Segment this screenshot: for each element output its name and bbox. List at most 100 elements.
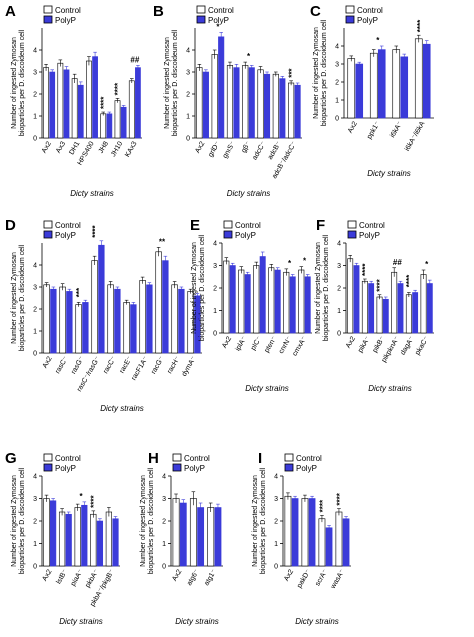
significance-marker: *: [216, 22, 220, 31]
bar-polyp: [377, 49, 386, 119]
bar-control: [284, 495, 292, 567]
bar-control: [391, 271, 398, 334]
legend-label-polyp: PolyP: [359, 231, 380, 240]
bar-control: [420, 274, 427, 334]
legend-label-polyp: PolyP: [184, 464, 205, 473]
significance-marker: ****: [114, 82, 123, 95]
bar-control: [361, 280, 368, 334]
x-axis-label: Dicty strains: [175, 617, 219, 626]
bar-polyp: [218, 36, 225, 139]
x-tick-label: Ax2: [42, 355, 54, 369]
bar-polyp: [49, 71, 56, 139]
y-axis-label-line: Number of ingested Zymosan: [11, 37, 18, 129]
bar-polyp: [92, 56, 98, 139]
bar-control: [123, 302, 130, 354]
x-axis-label: Dicty strains: [295, 617, 339, 626]
significance-marker: *: [303, 257, 307, 266]
y-tick-label: 1: [33, 329, 37, 336]
bar-polyp: [130, 304, 137, 354]
legend-label-control: Control: [55, 6, 81, 15]
bar-polyp: [81, 504, 88, 567]
legend-swatch-control: [196, 5, 206, 14]
significance-marker: **: [159, 237, 166, 246]
y-axis-label: Number of ingested Zymosanbioparticles p…: [11, 29, 26, 136]
bar-control: [298, 269, 305, 334]
bar-control: [272, 73, 279, 139]
y-tick-label: 1: [186, 114, 190, 121]
y-axis-label-line: Number of ingested Zymosan: [140, 475, 147, 567]
bar-control: [114, 100, 121, 139]
legend-label-control: Control: [208, 6, 234, 15]
y-axis-label: Number of ingested Zymosanbioparticles p…: [164, 29, 179, 136]
x-tick-label: pkbA⁻: [84, 568, 100, 589]
y-tick-label: 2: [33, 92, 37, 99]
legend-swatch-polyp: [43, 230, 53, 239]
significance-marker: *: [376, 36, 380, 45]
bar-control: [196, 67, 203, 139]
x-tick-label: Ax2: [221, 335, 233, 349]
bar-polyp: [304, 276, 311, 334]
significance-marker: ****: [336, 492, 345, 505]
x-tick-label: KAx3: [124, 140, 138, 158]
y-tick-label: 0: [162, 564, 166, 571]
legend-label-control: Control: [235, 221, 261, 230]
bar-polyp: [98, 244, 105, 354]
x-tick-label: JH8: [98, 140, 110, 154]
x-tick-label: adcC⁻: [251, 140, 267, 161]
y-tick-label: 1: [162, 541, 166, 548]
legend-swatch-control: [347, 220, 357, 229]
legend-swatch-polyp: [172, 463, 182, 472]
significance-marker: ***: [287, 68, 296, 78]
significance-marker: ****: [361, 263, 370, 276]
x-tick-label: racH⁻: [166, 355, 181, 375]
x-tick-label: grlD⁻: [207, 140, 221, 158]
bar-control: [257, 69, 264, 139]
bar-polyp: [112, 518, 119, 567]
bar-polyp: [66, 291, 73, 354]
bar-control: [75, 304, 82, 354]
bar-control: [414, 38, 423, 119]
bar-control: [242, 65, 249, 139]
y-axis-label-line: Number of ingested Zymosan: [191, 242, 198, 334]
bar-control: [155, 251, 162, 354]
y-axis-label: Number of ingested Zymosanbioparticles p…: [11, 467, 26, 574]
bar-control: [226, 65, 234, 139]
bar-control: [74, 507, 81, 567]
bar-polyp: [65, 513, 72, 567]
bar-control: [58, 511, 66, 567]
y-tick-label: 0: [337, 331, 341, 338]
bar-polyp: [325, 527, 333, 567]
legend-label-polyp: PolyP: [296, 464, 317, 473]
bar-polyp: [106, 113, 113, 139]
bar-control: [223, 260, 230, 334]
bar-control: [211, 54, 218, 139]
y-tick-label: 2: [337, 286, 341, 293]
bar-control: [376, 296, 383, 334]
y-tick-label: 3: [335, 62, 339, 69]
y-axis-label: Number of ingested Zymosanbioparticles p…: [11, 244, 26, 351]
x-tick-label: pikA⁻: [357, 335, 372, 354]
y-tick-label: 2: [274, 519, 278, 526]
y-tick-label: 1: [335, 98, 339, 105]
y-tick-label: 1: [213, 308, 217, 315]
significance-marker: ****: [91, 224, 100, 237]
y-axis-label-line: Number of ingested Zymosan: [315, 242, 322, 334]
bar-control: [335, 511, 343, 567]
legend-swatch-polyp: [43, 463, 53, 472]
bar-polyp: [114, 288, 121, 354]
x-tick-label: ppk1⁻: [366, 120, 382, 140]
bar-control: [43, 67, 49, 139]
significance-marker: ****: [405, 274, 414, 287]
bar-polyp: [368, 283, 375, 334]
x-tick-label: gnıS⁻: [222, 140, 237, 159]
x-tick-label: Ax2: [283, 568, 295, 582]
legend-swatch-polyp: [347, 230, 357, 239]
bar-polyp: [274, 269, 281, 334]
legend-swatch-control: [172, 453, 182, 462]
bar-polyp: [214, 507, 222, 567]
x-tick-label: scrA⁻: [314, 568, 329, 587]
bar-polyp: [412, 292, 419, 334]
x-tick-label: lstB⁻: [55, 568, 69, 585]
x-tick-label: Ax2: [41, 568, 53, 582]
